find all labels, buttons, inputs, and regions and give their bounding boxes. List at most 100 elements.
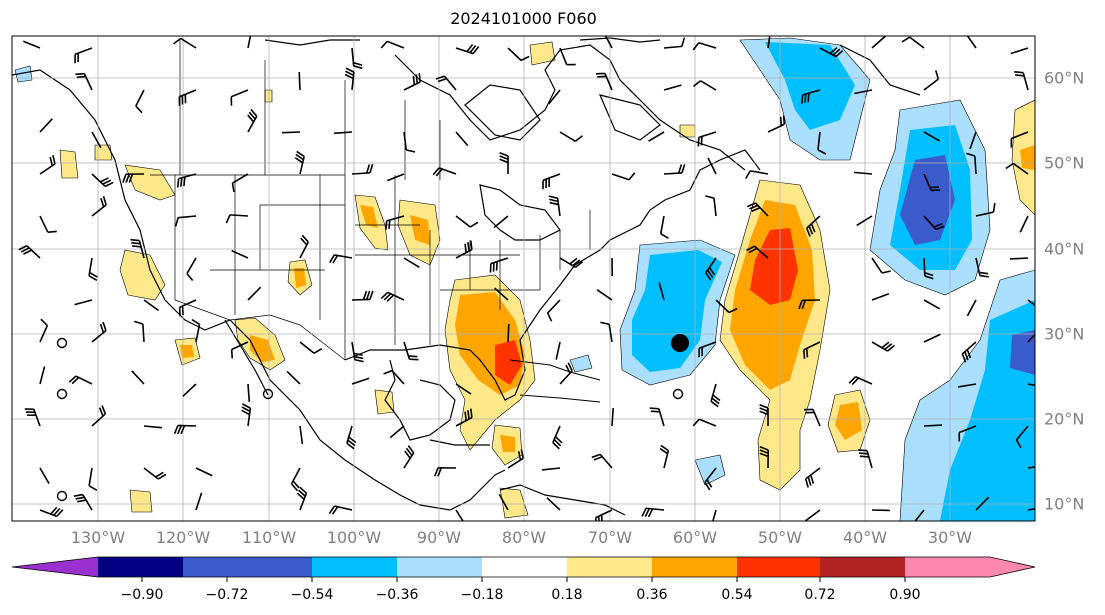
colorbar-bin	[737, 557, 820, 577]
latitude-label: 60°N	[1044, 68, 1085, 88]
longitude-label: 50°W	[757, 528, 803, 547]
calm-circle	[56, 490, 68, 502]
wind-barb	[74, 299, 93, 306]
longitude-label: 30°W	[927, 528, 973, 547]
negative-anomaly-shading	[14, 37, 1035, 521]
wind-barb	[182, 383, 197, 397]
wind-barb	[705, 195, 717, 217]
wind-barb	[143, 299, 160, 312]
longitude-label: 70°W	[587, 528, 633, 547]
wind-barb	[914, 509, 925, 521]
wind-barb	[24, 408, 41, 427]
wind-barb	[507, 47, 530, 62]
wind-barb	[975, 496, 990, 511]
wind-barb	[298, 71, 301, 91]
wind-barb	[143, 467, 167, 480]
wind-barb	[856, 215, 873, 227]
wind-barb	[351, 290, 374, 301]
colorbar-tick-label: −0.36	[375, 587, 419, 603]
colorbar	[11, 556, 1036, 582]
wind-barb	[854, 89, 873, 95]
wind-barb	[1015, 425, 1029, 449]
colorbar-bin	[820, 557, 905, 577]
wind-barb	[39, 467, 50, 484]
wind-barb	[39, 318, 49, 343]
wind-barb	[286, 370, 301, 385]
wind-barb	[435, 75, 457, 91]
wind-barb	[923, 131, 941, 142]
wind-barb	[1027, 383, 1035, 387]
wind-barb	[135, 89, 145, 114]
wind-barb	[548, 89, 561, 105]
wind-barb	[186, 257, 197, 282]
coastlines-and-borders	[12, 37, 921, 516]
colorbar-tick-label: −0.54	[290, 587, 334, 603]
map-frame	[11, 35, 1036, 522]
wind-barb	[489, 257, 509, 273]
wind-barb	[958, 383, 977, 388]
wind-barb	[455, 240, 473, 259]
wind-barbs	[18, 36, 1035, 521]
wind-barb	[75, 72, 93, 91]
wind-barb	[74, 47, 93, 64]
wind-barb	[966, 299, 977, 317]
wind-barb	[91, 321, 107, 343]
wind-barb	[241, 403, 252, 427]
wind-barb	[759, 445, 770, 469]
wind-barb	[923, 70, 940, 91]
wind-barb	[383, 369, 405, 385]
wind-barb	[296, 486, 308, 511]
wind-barb	[591, 453, 613, 469]
wind-barb	[901, 36, 925, 49]
wind-barb	[804, 467, 821, 488]
wind-barb	[961, 341, 977, 363]
wind-barb	[403, 72, 421, 91]
wind-barb	[299, 425, 304, 444]
wind-barb	[595, 72, 613, 91]
wind-barb	[596, 289, 613, 301]
colorbar-tick-label: −0.90	[120, 587, 164, 603]
wind-barb	[548, 195, 561, 217]
colorbar-outline	[11, 556, 1036, 578]
longitude-label: 90°W	[416, 528, 462, 547]
wind-barb	[499, 152, 509, 175]
wind-barb	[380, 40, 405, 49]
wind-barb	[39, 155, 56, 175]
wind-barb	[433, 467, 457, 477]
longitude-label: 130°W	[70, 528, 126, 547]
storm-center-marker	[671, 334, 689, 352]
longitude-label: 110°W	[241, 528, 297, 547]
wind-barb	[975, 257, 989, 278]
wind-barb	[1014, 71, 1029, 91]
wind-barb	[746, 245, 769, 259]
wind-barb	[1027, 466, 1035, 469]
colorbar-tick-label: 0.90	[889, 587, 921, 603]
colorbar-tick-label: 0.54	[721, 587, 753, 603]
wind-barb	[1005, 162, 1029, 175]
wind-barb	[969, 131, 977, 150]
wind-barb	[18, 245, 41, 259]
wind-barb	[386, 173, 405, 182]
wind-barb	[230, 341, 249, 359]
wind-barb	[493, 215, 509, 229]
wind-barb	[1027, 299, 1035, 307]
colorbar-bin	[567, 557, 652, 577]
wind-barb	[174, 215, 197, 227]
wind-barb	[692, 80, 717, 91]
wind-barb	[746, 202, 769, 217]
wind-barb	[294, 150, 305, 175]
wind-barb	[663, 84, 682, 91]
colorbar-tick-label: 0.72	[804, 587, 836, 603]
longitude-label: 120°W	[155, 528, 211, 547]
longitude-label: 60°W	[672, 528, 718, 547]
wind-barb	[507, 323, 510, 343]
wind-barb	[546, 299, 561, 322]
wind-barb	[871, 36, 886, 49]
wind-barb	[712, 509, 717, 521]
wind-barb	[91, 173, 114, 188]
colorbar-bin	[397, 557, 482, 577]
wind-barb	[178, 89, 197, 106]
positive-anomaly-shading	[59, 41, 1035, 519]
wind-barb	[611, 172, 636, 181]
wind-barb	[559, 257, 583, 268]
